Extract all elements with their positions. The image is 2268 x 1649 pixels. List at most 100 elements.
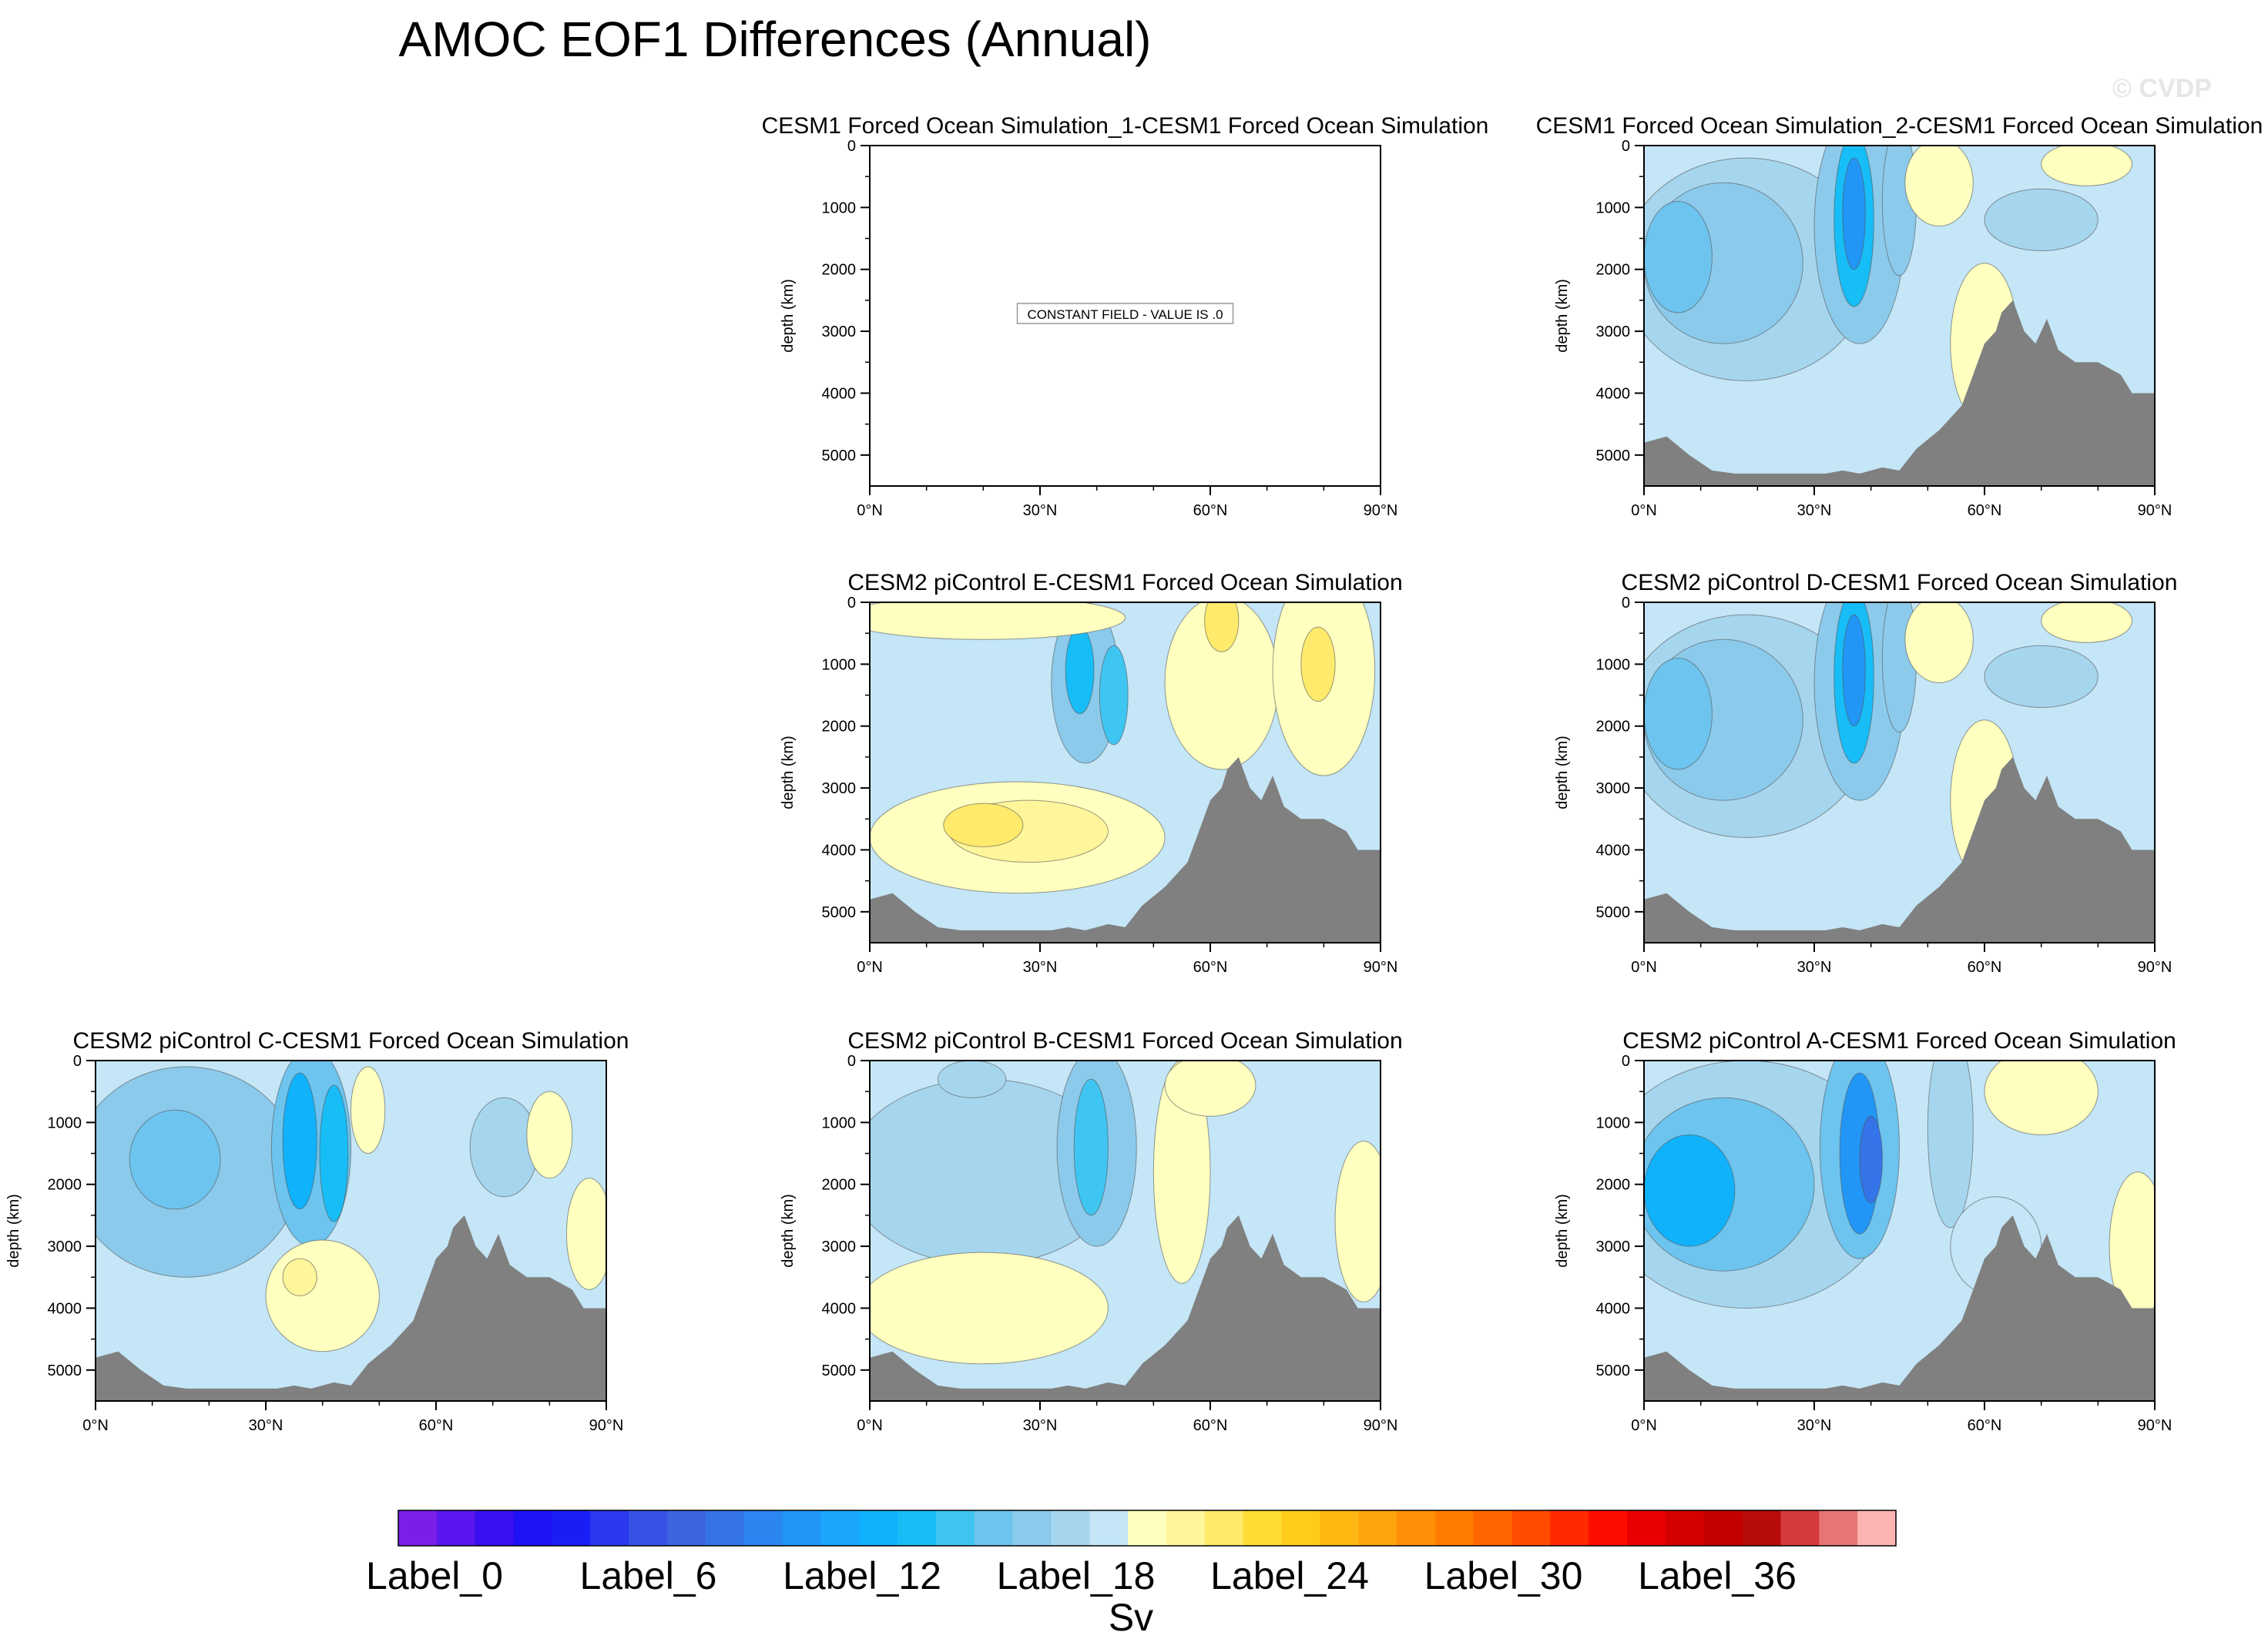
colorbar-swatch — [1128, 1510, 1167, 1546]
colorbar-swatch — [1012, 1510, 1052, 1546]
panel-title: CESM1 Forced Ocean Simulation_2-CESM1 Fo… — [1536, 113, 2263, 139]
contour-blob — [282, 1072, 317, 1210]
y-tick-label: 0 — [847, 138, 856, 155]
colorbar-swatch — [1780, 1510, 1820, 1546]
x-tick-label: 30°N — [249, 1417, 284, 1434]
x-tick-label: 30°N — [1023, 1417, 1058, 1434]
y-tick-label: 3000 — [822, 780, 857, 797]
x-tick-label: 30°N — [1797, 959, 1832, 976]
y-axis-label: depth (km) — [1554, 279, 1571, 353]
x-tick-label: 0°N — [82, 1417, 109, 1434]
contour-blob — [1904, 602, 1974, 683]
contour-field — [870, 602, 1381, 943]
x-tick-label: 60°N — [1193, 1417, 1228, 1434]
colorbar-swatch — [1166, 1510, 1206, 1546]
plot-frame — [95, 1060, 607, 1402]
y-tick-label: 5000 — [822, 904, 857, 921]
y-tick-label: 4000 — [822, 385, 857, 402]
colorbar-swatch — [629, 1510, 668, 1546]
y-tick-label: 4000 — [1596, 1300, 1631, 1317]
y-tick-label: 3000 — [48, 1238, 82, 1255]
y-tick-label: 5000 — [48, 1362, 82, 1379]
contour-blob — [1164, 1061, 1256, 1117]
y-tick-label: 2000 — [1596, 262, 1631, 279]
colorbar-label: Label_36 — [1638, 1554, 1797, 1597]
y-tick-label: 4000 — [48, 1300, 82, 1317]
y-tick-label: 5000 — [1596, 904, 1631, 921]
panel-title: CESM2 piControl E-CESM1 Forced Ocean Sim… — [847, 570, 1402, 595]
contour-blob — [351, 1066, 386, 1155]
colorbar-swatch — [782, 1510, 821, 1546]
bathymetry-mask — [870, 756, 1381, 943]
contour-blob — [937, 1061, 1007, 1098]
contour-blob — [1859, 1115, 1883, 1204]
y-tick-label: 1000 — [1596, 1114, 1631, 1131]
x-tick-label: 90°N — [2138, 1417, 2172, 1434]
colorbar-swatch — [974, 1510, 1014, 1546]
x-tick-label: 30°N — [1797, 1417, 1832, 1434]
colorbar-swatch — [1742, 1510, 1781, 1546]
x-tick-label: 0°N — [857, 1417, 883, 1434]
colorbar-label: Label_24 — [1210, 1554, 1369, 1597]
x-tick-label: 90°N — [1364, 502, 1398, 519]
x-tick-label: 60°N — [1193, 959, 1228, 976]
colorbar-swatch — [1627, 1510, 1666, 1546]
contour-blob — [1927, 1061, 1974, 1228]
y-tick-label: 5000 — [1596, 1362, 1631, 1379]
contour-blob — [1300, 626, 1336, 702]
x-tick-label: 30°N — [1797, 502, 1832, 519]
colorbar-swatch — [1204, 1510, 1244, 1546]
y-tick-label: 2000 — [822, 262, 857, 279]
y-tick-label: 0 — [1622, 138, 1630, 155]
y-tick-label: 4000 — [1596, 842, 1631, 859]
bathymetry-mask — [1644, 1215, 2155, 1401]
contour-blob — [1065, 626, 1095, 715]
y-tick-label: 3000 — [822, 323, 857, 340]
y-tick-label: 0 — [1622, 595, 1630, 612]
colorbar-swatch — [743, 1510, 783, 1546]
contour-field — [870, 1061, 1381, 1401]
x-tick-label: 60°N — [1968, 959, 2002, 976]
contour-blob — [565, 1178, 606, 1290]
contour-blob — [265, 1239, 380, 1352]
contour-blob — [1984, 1061, 2099, 1135]
panel-title: CESM1 Forced Ocean Simulation_1-CESM1 Fo… — [762, 113, 1489, 139]
plot-frame — [869, 145, 1381, 487]
panel-title: CESM2 piControl B-CESM1 Forced Ocean Sim… — [847, 1028, 1402, 1054]
colorbar-swatch — [398, 1510, 438, 1546]
colorbar-label: Label_18 — [997, 1554, 1156, 1597]
y-tick-label: 4000 — [1596, 385, 1631, 402]
plot-frame — [1643, 145, 2156, 487]
bathymetry-mask — [96, 1215, 606, 1401]
colorbar-swatch — [820, 1510, 860, 1546]
panel-2: CESM1 Forced Ocean Simulation_2-CESM1 Fo… — [1536, 113, 2263, 519]
y-tick-label: 0 — [73, 1053, 82, 1070]
contour-blob — [1842, 614, 1866, 727]
x-tick-label: 90°N — [2138, 959, 2172, 976]
contour-blob — [1984, 645, 2099, 709]
x-tick-label: 90°N — [1364, 1417, 1398, 1434]
y-tick-label: 5000 — [822, 447, 857, 464]
y-axis-label: depth (km) — [1554, 1194, 1571, 1268]
bathymetry-mask — [870, 1215, 1381, 1401]
y-tick-label: 5000 — [1596, 447, 1631, 464]
y-axis-label: depth (km) — [780, 1194, 797, 1268]
colorbar-unit: Sv — [1109, 1596, 1153, 1639]
contour-blob — [1204, 602, 1240, 652]
contour-blob — [1073, 1078, 1109, 1216]
y-axis-label: depth (km) — [1554, 736, 1571, 809]
colorbar-swatch — [1397, 1510, 1436, 1546]
colorbar-swatch — [1511, 1510, 1551, 1546]
colorbar-swatch — [859, 1510, 898, 1546]
y-tick-label: 3000 — [1596, 780, 1631, 797]
x-tick-label: 60°N — [419, 1417, 454, 1434]
contour-blob — [870, 1252, 1109, 1365]
contour-blob — [282, 1258, 317, 1296]
x-tick-label: 30°N — [1023, 502, 1058, 519]
x-tick-label: 0°N — [1631, 959, 1657, 976]
colorbar-swatch — [1589, 1510, 1628, 1546]
panel-1: CESM1 Forced Ocean Simulation_1-CESM1 Fo… — [762, 113, 1489, 519]
y-tick-label: 2000 — [822, 719, 857, 736]
contour-blob — [1644, 1134, 1736, 1247]
colorbar-swatch — [1089, 1510, 1129, 1546]
